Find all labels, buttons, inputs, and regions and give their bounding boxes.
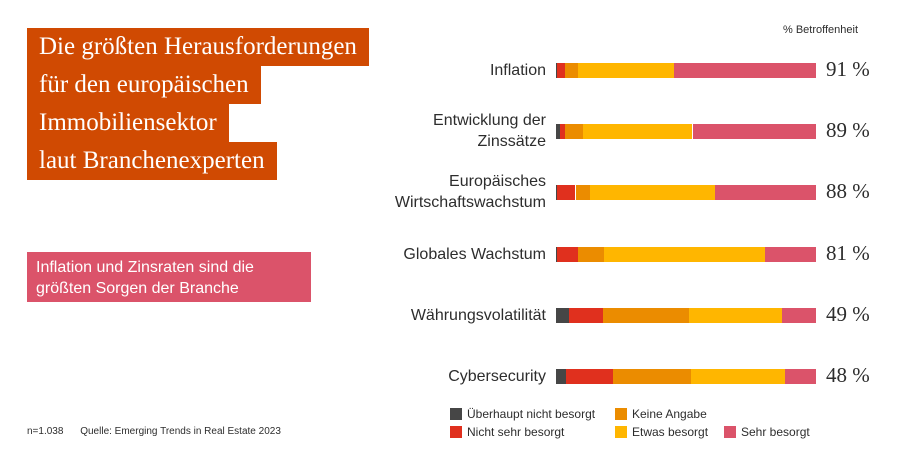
total-percent-label: 81 % [826, 241, 870, 265]
legend-swatch [615, 408, 627, 420]
legend-swatch [450, 426, 462, 438]
bar-segment [557, 62, 566, 78]
bar-segment [688, 307, 783, 323]
bar-segment [765, 246, 816, 262]
bar-segment [602, 307, 689, 323]
bar-segment [556, 62, 558, 78]
chart-title: Die größten Herausforderungen für den eu… [27, 28, 369, 180]
bar-segment [565, 123, 584, 139]
bar-segment [575, 184, 590, 200]
total-percent-label: 48 % [826, 363, 870, 387]
bar-segment [674, 62, 816, 78]
bar-segment [556, 123, 560, 139]
legend-label: Etwas besorgt [632, 425, 709, 439]
sample-size: n=1.038 [27, 426, 64, 437]
bar-segment [556, 184, 558, 200]
total-percent-label: 91 % [826, 57, 870, 81]
bar-segment [691, 368, 785, 384]
legend: Überhaupt nicht besorgt Keine Angabe Nicht… [450, 407, 830, 444]
bar-segment [583, 123, 693, 139]
bar-segment [557, 246, 579, 262]
bar-segment [557, 184, 576, 200]
legend-label: Überhaupt nicht besorgt [467, 407, 596, 421]
bar-segment [604, 246, 766, 262]
total-percent-label: 88 % [826, 179, 870, 203]
category-label: Währungsvolatilität [410, 306, 546, 324]
bar-segment [613, 368, 692, 384]
total-percent-label: 49 % [826, 302, 870, 326]
category-label: Globales Wachstum [403, 245, 546, 263]
bar-segment [578, 62, 675, 78]
bar-segment [565, 62, 579, 78]
source-note: Quelle: Emerging Trends in Real Estate 2… [80, 426, 281, 437]
category-label: Europäisches Wirtschaftswachstum [394, 173, 546, 211]
title-line-4: laut Branchenexperten [27, 142, 277, 180]
legend-label: Nicht sehr besorgt [467, 425, 565, 439]
category-label: Inflation [489, 61, 546, 79]
subtitle-box: Inflation und Zinsraten sind die größten… [27, 252, 311, 302]
footnote: n=1.038 Quelle: Emerging Trends in Real … [27, 426, 295, 437]
bar-segment [566, 368, 614, 384]
legend-swatch [615, 426, 627, 438]
legend-label: Keine Angabe [632, 407, 707, 421]
bar-segment [556, 368, 567, 384]
legend-label: Sehr besorgt [741, 425, 810, 439]
legend-swatch [450, 408, 462, 420]
total-percent-label: 89 % [826, 118, 870, 142]
legend-swatch [724, 426, 736, 438]
title-line-2: für den europäischen [27, 66, 261, 104]
subtitle-line-2: größten Sorgen der Branche [36, 280, 239, 297]
bar-segment [569, 307, 603, 323]
subtitle-line-1: Inflation und Zinsraten sind die [36, 259, 254, 276]
title-line-3: Immobiliensektor [27, 104, 229, 142]
bar-segment [559, 123, 566, 139]
bar-segment [589, 184, 715, 200]
title-line-1: Die größten Herausforderungen [27, 28, 369, 66]
bar-segment [556, 246, 558, 262]
bar-segment [692, 123, 816, 139]
bar-segment [714, 184, 816, 200]
bar-segment [578, 246, 605, 262]
bar-segment [784, 368, 816, 384]
unit-label: % Betroffenheit [783, 24, 859, 36]
category-label: Entwicklung der Zinssätze [433, 112, 546, 150]
category-label: Cybersecurity [448, 367, 546, 385]
bar-segment [556, 307, 569, 323]
bar-segment [782, 307, 816, 323]
